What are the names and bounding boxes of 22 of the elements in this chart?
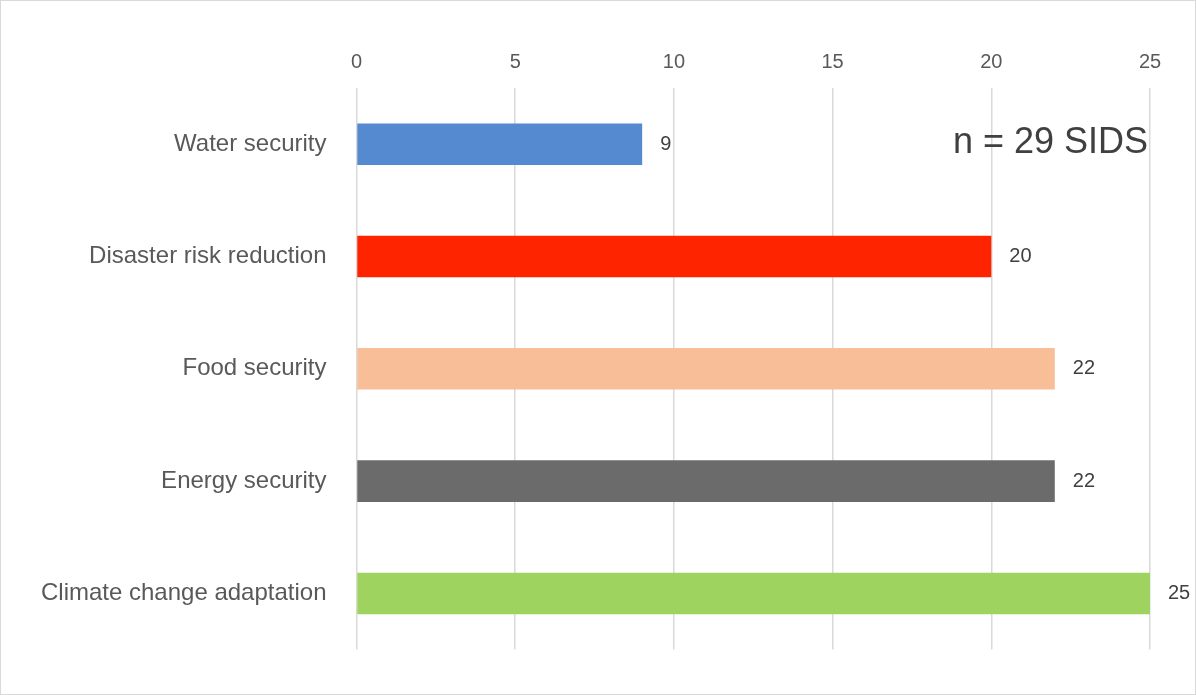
bar xyxy=(357,235,992,278)
x-tick-label: 15 xyxy=(821,49,844,72)
x-tick-label: 25 xyxy=(1138,49,1162,72)
data-label: 25 xyxy=(1168,580,1191,603)
y-tick-label: Disaster risk reduction xyxy=(89,241,327,269)
bar xyxy=(357,572,1150,615)
data-label: 22 xyxy=(1072,356,1096,379)
x-tick-label: 0 xyxy=(350,49,363,72)
y-tick-label: Energy security xyxy=(161,465,327,493)
bar xyxy=(357,348,1055,390)
y-tick-label: Climate change adaptation xyxy=(41,578,327,606)
data-label: 20 xyxy=(1009,244,1032,266)
bar xyxy=(357,123,643,165)
x-tick-label: 20 xyxy=(980,49,1003,72)
annotation: n = 29 SIDS xyxy=(952,119,1148,161)
data-label: 9 xyxy=(660,131,672,154)
x-tick-label: 10 xyxy=(662,49,686,72)
bar xyxy=(357,460,1055,502)
y-tick-label: Food security xyxy=(182,353,327,381)
x-tick-label: 5 xyxy=(509,49,521,72)
y-tick-label: Water security xyxy=(174,128,327,156)
data-label: 22 xyxy=(1072,468,1096,491)
